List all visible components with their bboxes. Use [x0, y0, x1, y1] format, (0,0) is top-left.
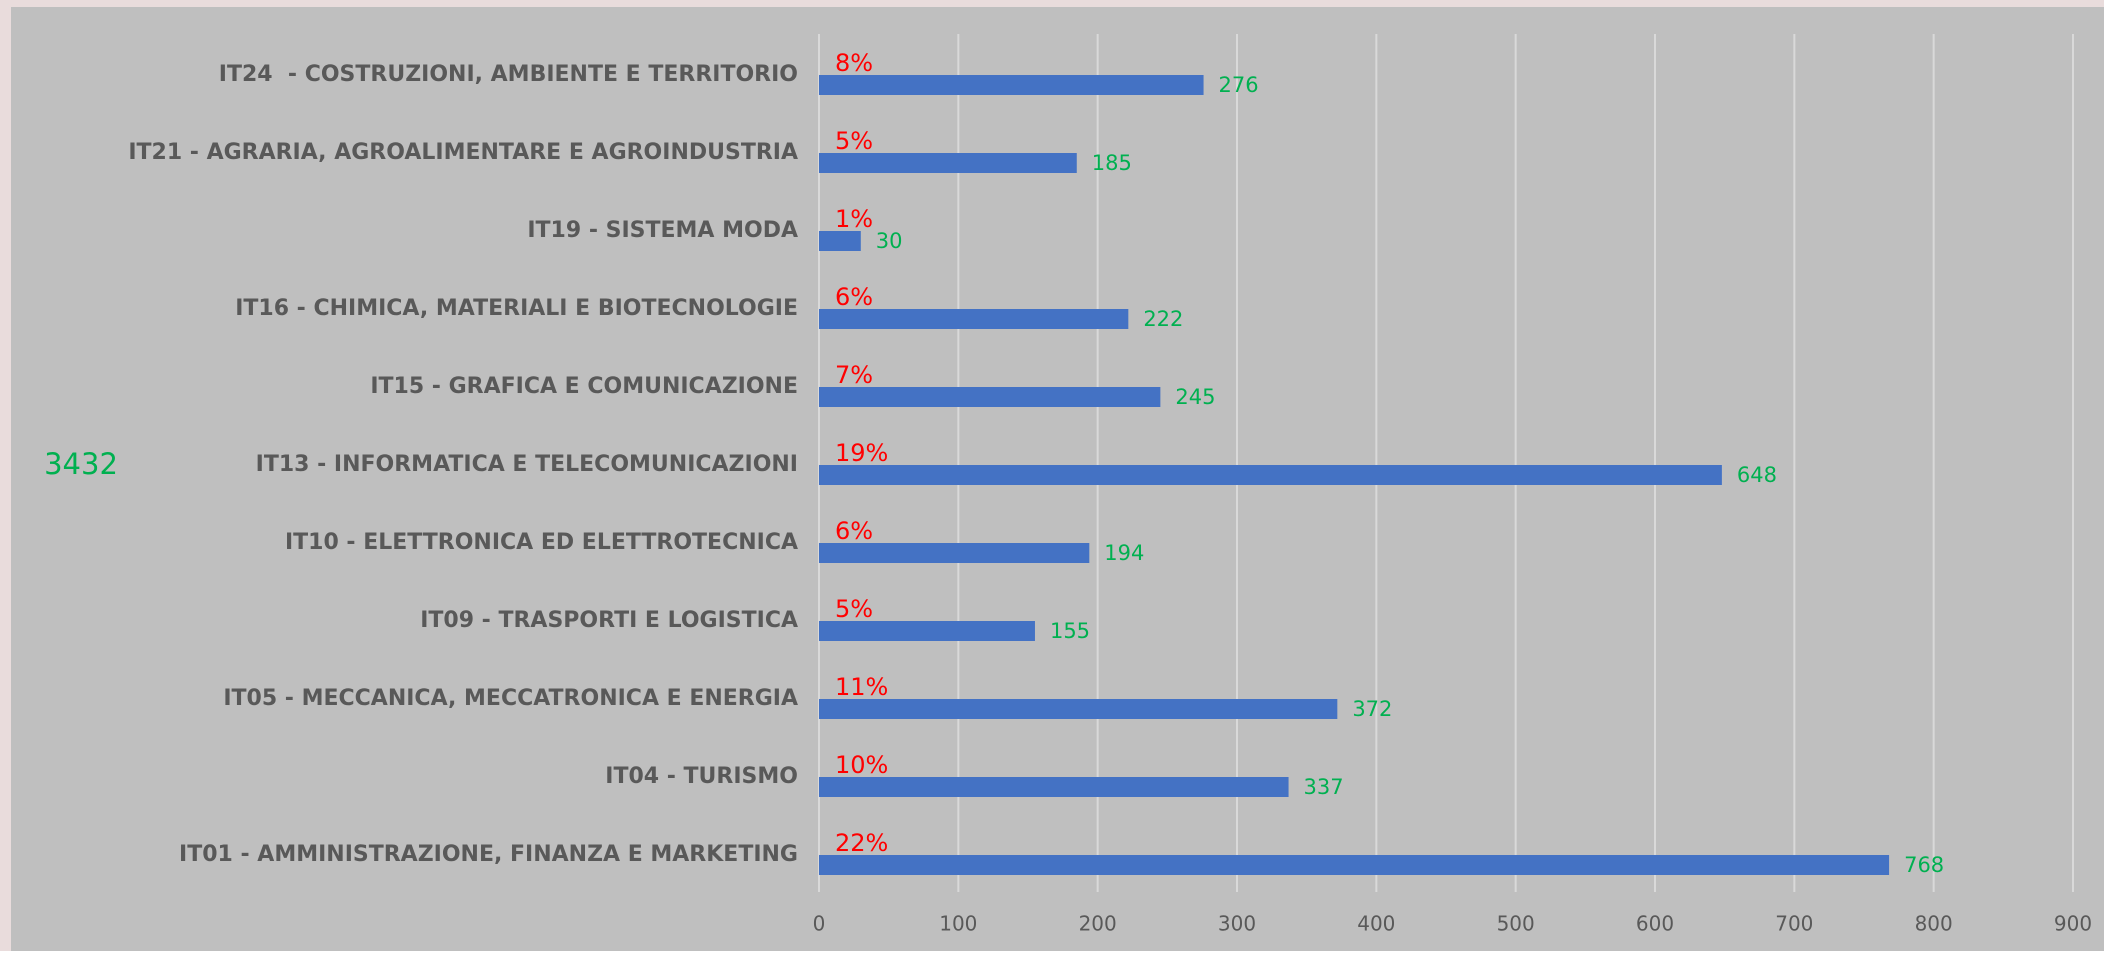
- share-label: 22%: [835, 829, 888, 857]
- total-label: 3432: [44, 447, 118, 481]
- y-tick-label: IT24 - COSTRUZIONI, AMBIENTE E TERRITORI…: [219, 62, 798, 87]
- value-label: 194: [1104, 541, 1144, 565]
- value-label: 185: [1092, 151, 1132, 175]
- x-tick-label: 700: [1775, 912, 1813, 936]
- bar: [819, 777, 1289, 797]
- bar: [819, 699, 1338, 719]
- share-label: 11%: [835, 673, 888, 701]
- value-label: 30: [876, 229, 903, 253]
- x-tick-label: 600: [1636, 912, 1674, 936]
- y-tick-label: IT09 - TRASPORTI E LOGISTICA: [420, 608, 798, 633]
- value-label: 276: [1219, 73, 1259, 97]
- bar: [819, 543, 1090, 563]
- bar: [819, 387, 1161, 407]
- share-label: 5%: [835, 127, 873, 155]
- x-tick-label: 900: [2054, 912, 2092, 936]
- value-label: 372: [1352, 697, 1392, 721]
- bar: [819, 621, 1035, 641]
- x-tick-label: 500: [1497, 912, 1535, 936]
- y-tick-label: IT15 - GRAFICA E COMUNICAZIONE: [370, 374, 798, 399]
- value-label: 155: [1050, 619, 1090, 643]
- value-label: 222: [1143, 307, 1183, 331]
- value-label: 245: [1175, 385, 1215, 409]
- share-label: 5%: [835, 595, 873, 623]
- y-tick-label: IT21 - AGRARIA, AGROALIMENTARE E AGROIND…: [128, 140, 798, 165]
- y-tick-label: IT16 - CHIMICA, MATERIALI E BIOTECNOLOGI…: [235, 296, 798, 321]
- bar: [819, 855, 1890, 875]
- share-label: 6%: [835, 283, 873, 311]
- value-label: 337: [1304, 775, 1344, 799]
- y-tick-label: IT10 - ELETTRONICA ED ELETTROTECNICA: [285, 530, 798, 555]
- x-tick-label: 100: [939, 912, 977, 936]
- bar: [819, 465, 1722, 485]
- bar: [819, 231, 861, 251]
- y-tick-label: IT05 - MECCANICA, MECCATRONICA E ENERGIA: [223, 686, 798, 711]
- y-tick-label: IT19 - SISTEMA MODA: [527, 218, 798, 243]
- bar: [819, 153, 1077, 173]
- x-tick-label: 300: [1218, 912, 1256, 936]
- value-label: 648: [1737, 463, 1777, 487]
- x-tick-label: 400: [1357, 912, 1395, 936]
- x-tick-label: 800: [1915, 912, 1953, 936]
- share-label: 8%: [835, 49, 873, 77]
- share-label: 6%: [835, 517, 873, 545]
- share-label: 7%: [835, 361, 873, 389]
- x-tick-label: 0: [813, 912, 826, 936]
- share-label: 1%: [835, 205, 873, 233]
- share-label: 10%: [835, 751, 888, 779]
- x-tick-label: 200: [1079, 912, 1117, 936]
- y-tick-label: IT01 - AMMINISTRAZIONE, FINANZA E MARKET…: [179, 842, 798, 867]
- bar: [819, 75, 1204, 95]
- y-tick-label: IT13 - INFORMATICA E TELECOMUNICAZIONI: [256, 452, 798, 477]
- value-label: 768: [1904, 853, 1944, 877]
- share-label: 19%: [835, 439, 888, 467]
- y-tick-label: IT04 - TURISMO: [605, 764, 798, 789]
- bar: [819, 309, 1129, 329]
